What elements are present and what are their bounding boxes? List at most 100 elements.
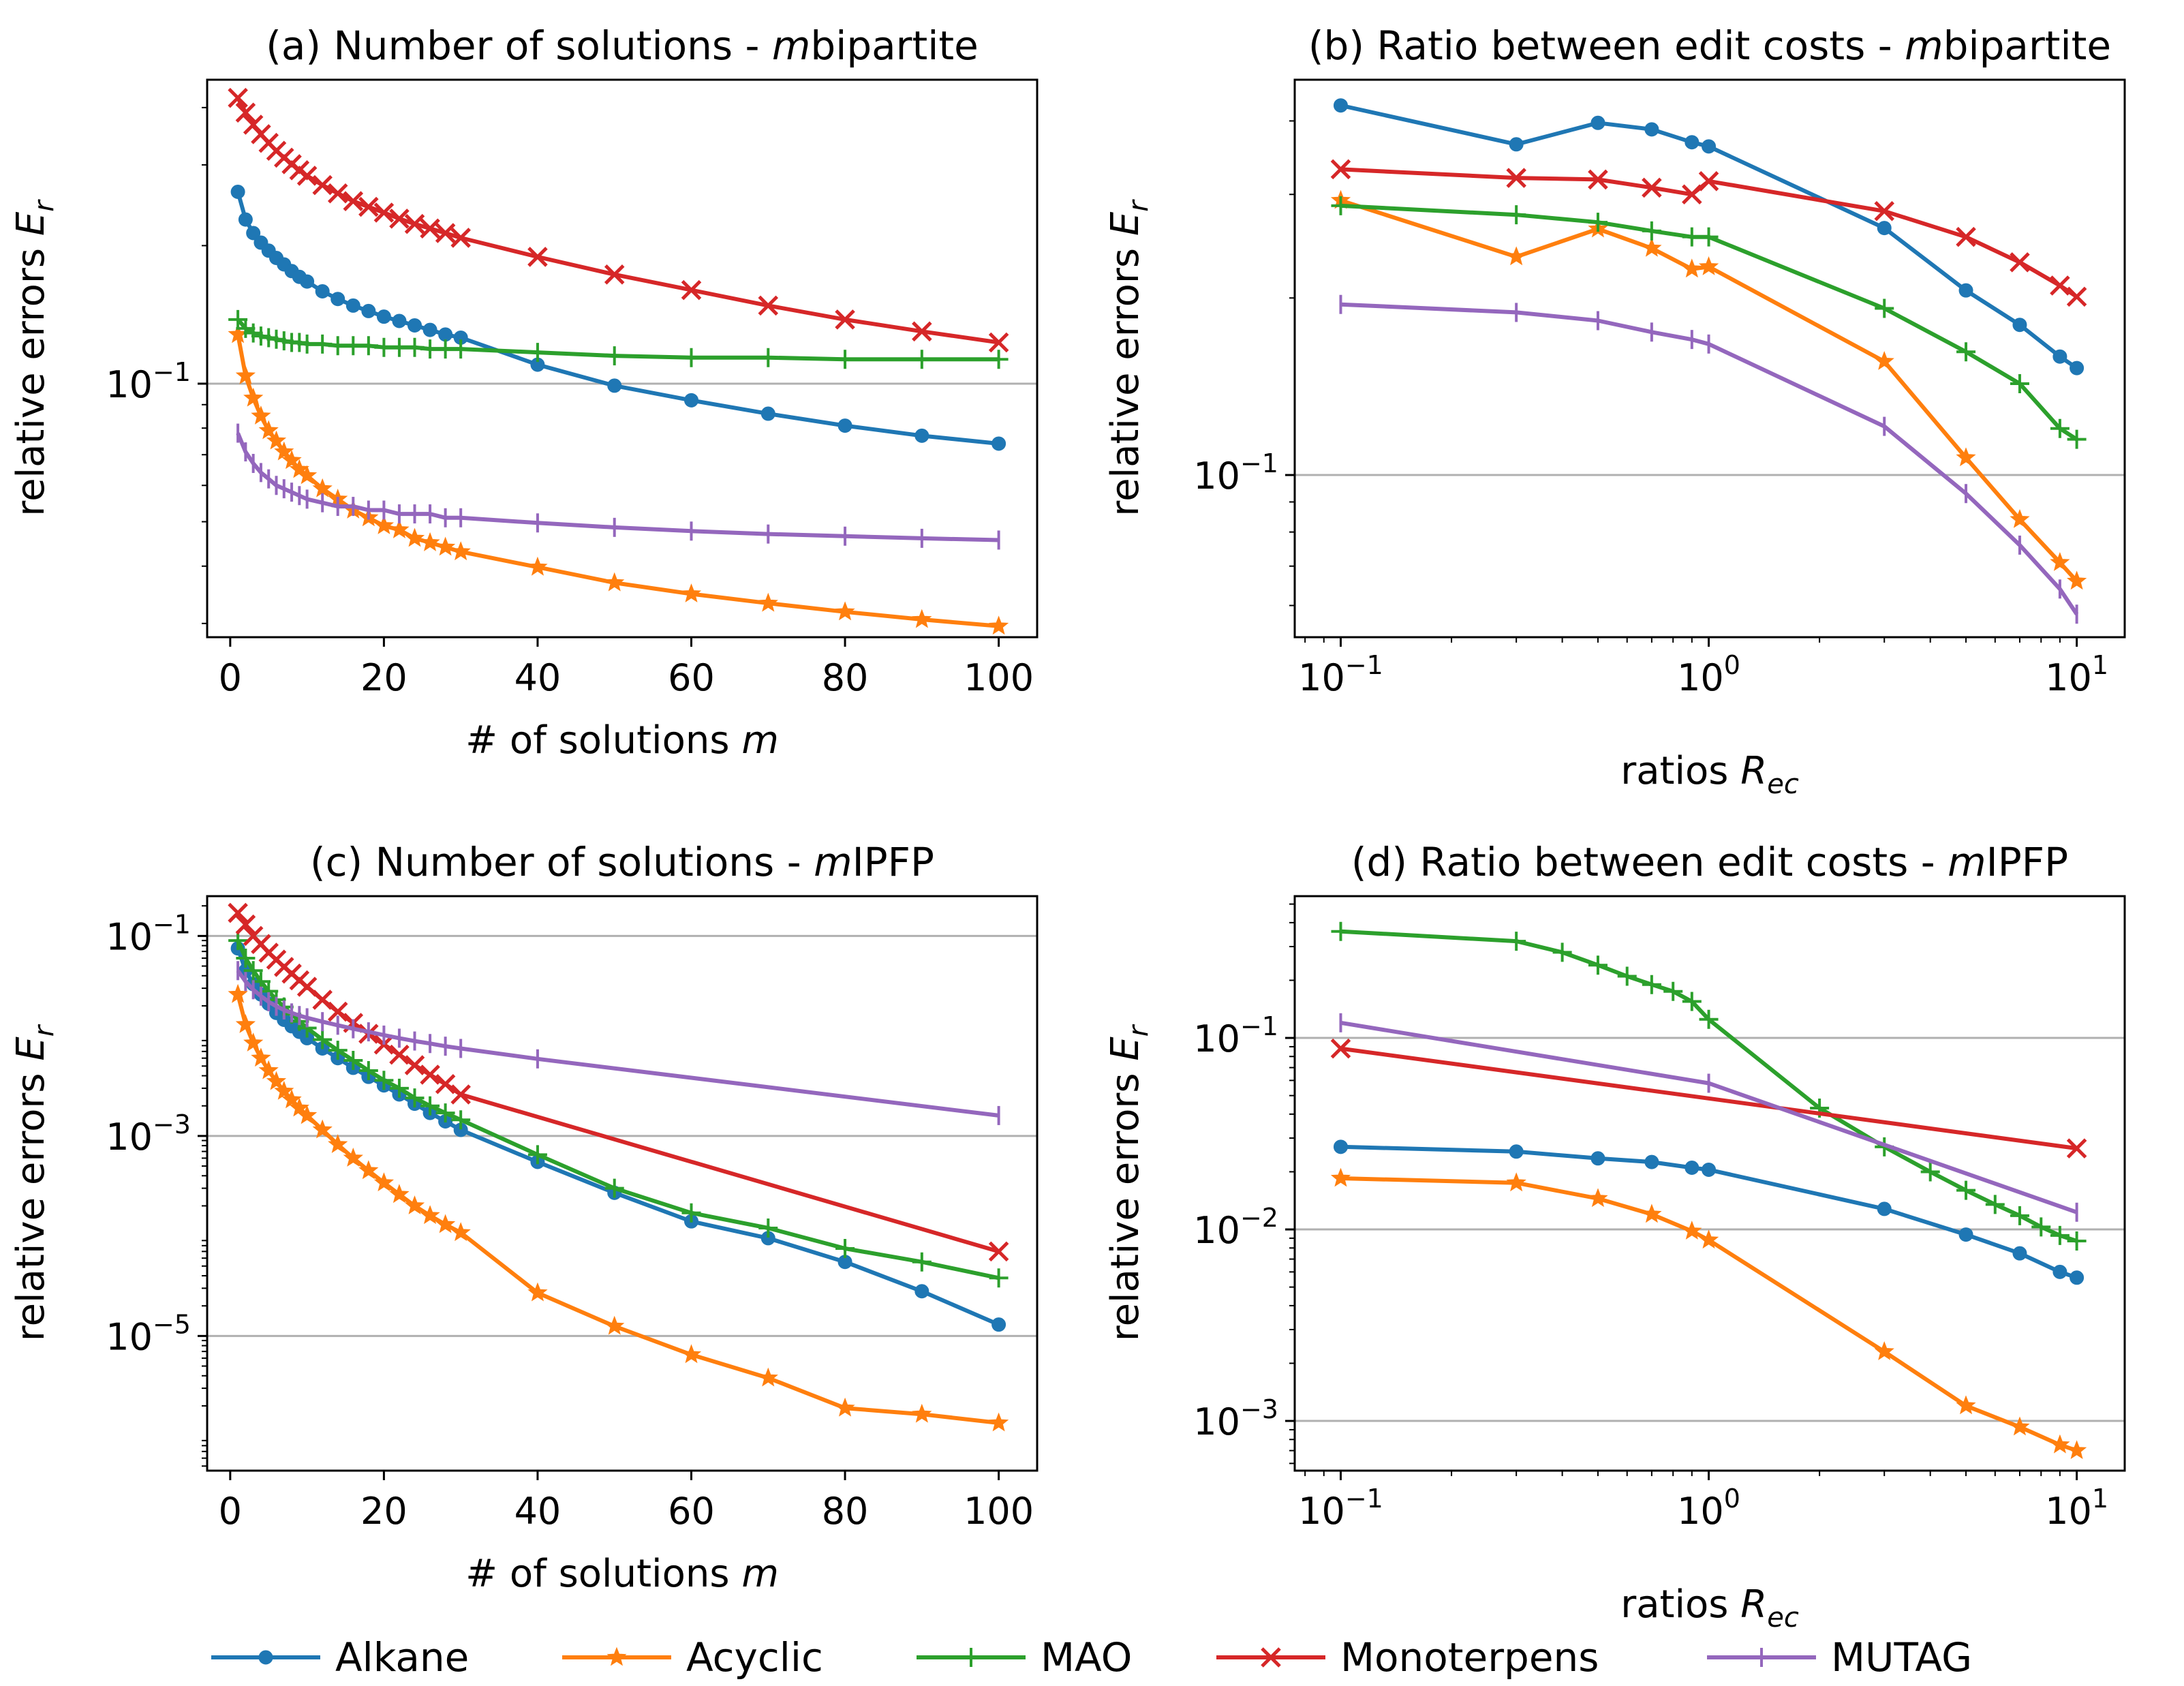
data-point xyxy=(258,1060,279,1079)
data-point xyxy=(420,1064,440,1085)
data-point xyxy=(243,961,263,981)
data-point xyxy=(1642,177,1662,198)
data-point xyxy=(2050,1225,2070,1245)
data-point xyxy=(404,527,425,547)
data-point xyxy=(1509,137,1524,152)
data-point xyxy=(607,378,622,393)
data-point xyxy=(435,223,456,243)
data-point xyxy=(358,1061,378,1081)
data-point xyxy=(914,1284,929,1299)
data-point xyxy=(450,1222,471,1242)
data-point xyxy=(313,334,333,354)
data-point xyxy=(2066,1440,2087,1460)
y-tick-label: 10−2 xyxy=(1193,1203,1278,1252)
series-line xyxy=(236,432,999,542)
panel-a: 0 20 40 60 80 100 10−1 (a) Number of solutions … xyxy=(9,22,1039,763)
data-point xyxy=(1330,1038,1351,1059)
series-mutag xyxy=(1339,294,2079,624)
data-point xyxy=(312,990,333,1010)
data-point xyxy=(435,1074,456,1094)
data-point xyxy=(1874,1341,1894,1360)
data-point xyxy=(420,1096,440,1116)
data-point xyxy=(438,327,453,342)
data-point xyxy=(1874,351,1894,370)
data-point xyxy=(835,1238,855,1258)
data-point xyxy=(1920,1162,1940,1182)
data-point xyxy=(405,1088,425,1108)
data-point xyxy=(684,393,698,408)
series-line xyxy=(236,911,1000,1254)
data-point xyxy=(1958,1227,1973,1242)
legend-item-mutag: MUTAG xyxy=(1707,1634,1972,1681)
data-point xyxy=(404,213,425,234)
series-monoterpens xyxy=(1330,1038,2087,1159)
data-point xyxy=(327,1001,348,1022)
data-point xyxy=(373,202,395,223)
data-point xyxy=(228,902,248,923)
x-tick-label: 100 xyxy=(1677,650,1740,699)
y-axis-label: relative errors Er xyxy=(9,1024,60,1341)
data-point xyxy=(228,983,248,1003)
data-point xyxy=(450,1084,471,1105)
series-acyclic xyxy=(1330,189,2087,590)
data-point xyxy=(328,1041,348,1060)
legend-label: MAO xyxy=(1041,1634,1132,1681)
x-tick-label: 10−1 xyxy=(1298,1484,1383,1533)
data-point xyxy=(296,465,318,485)
series-line xyxy=(1340,1046,2078,1151)
series-acyclic xyxy=(228,324,1009,635)
data-point xyxy=(1330,159,1351,180)
legend-marker xyxy=(258,1650,273,1665)
data-point xyxy=(1956,447,1976,467)
chart-title: (a) Number of solutions - mbipartite xyxy=(266,22,979,69)
data-point xyxy=(912,1252,932,1272)
y-tick-label: 10−1 xyxy=(106,357,191,406)
data-point xyxy=(1552,942,1572,962)
data-point xyxy=(343,191,364,211)
data-point xyxy=(988,1241,1009,1262)
data-point xyxy=(527,1282,548,1302)
y-axis-label: relative errors Er xyxy=(9,199,60,517)
data-point xyxy=(435,1103,455,1123)
data-point xyxy=(1506,168,1526,188)
chart-title: (c) Number of solutions - mIPFP xyxy=(310,839,934,885)
series-mao xyxy=(1331,196,2087,449)
data-point xyxy=(274,1080,294,1100)
data-point xyxy=(2010,1416,2030,1436)
data-point xyxy=(235,365,256,384)
data-point xyxy=(392,313,407,328)
data-point xyxy=(1331,196,1351,215)
data-point xyxy=(2050,275,2070,296)
data-point xyxy=(243,387,264,407)
data-point xyxy=(2052,349,2067,364)
x-tick-label: 40 xyxy=(514,1490,562,1533)
data-point xyxy=(2070,361,2085,375)
data-point xyxy=(373,515,395,534)
x-tick-label: 100 xyxy=(964,656,1034,699)
data-point xyxy=(835,1397,855,1417)
data-point xyxy=(912,609,932,628)
data-point xyxy=(527,343,547,363)
legend-label: MUTAG xyxy=(1831,1634,1972,1681)
y-tick-label: 10−1 xyxy=(106,909,191,958)
y-tick-label: 10−1 xyxy=(1193,1011,1278,1060)
data-point xyxy=(527,556,548,576)
data-point xyxy=(451,1110,471,1130)
data-point xyxy=(230,184,245,199)
data-point xyxy=(407,318,422,333)
series-line xyxy=(236,939,1000,1281)
data-point xyxy=(345,298,360,313)
data-point xyxy=(2052,1264,2067,1279)
series-line xyxy=(236,191,999,446)
data-point xyxy=(1330,1167,1351,1187)
data-point xyxy=(1588,955,1608,975)
data-point xyxy=(450,541,471,561)
data-point xyxy=(1877,1201,1892,1216)
data-point xyxy=(988,332,1009,353)
y-tick-label: 10−5 xyxy=(106,1309,191,1358)
data-point xyxy=(1685,1160,1699,1175)
x-axis-label: ratios Rec xyxy=(1620,749,1799,800)
data-point xyxy=(235,1013,256,1033)
data-point xyxy=(1874,201,1894,221)
data-point xyxy=(1956,1180,1976,1200)
